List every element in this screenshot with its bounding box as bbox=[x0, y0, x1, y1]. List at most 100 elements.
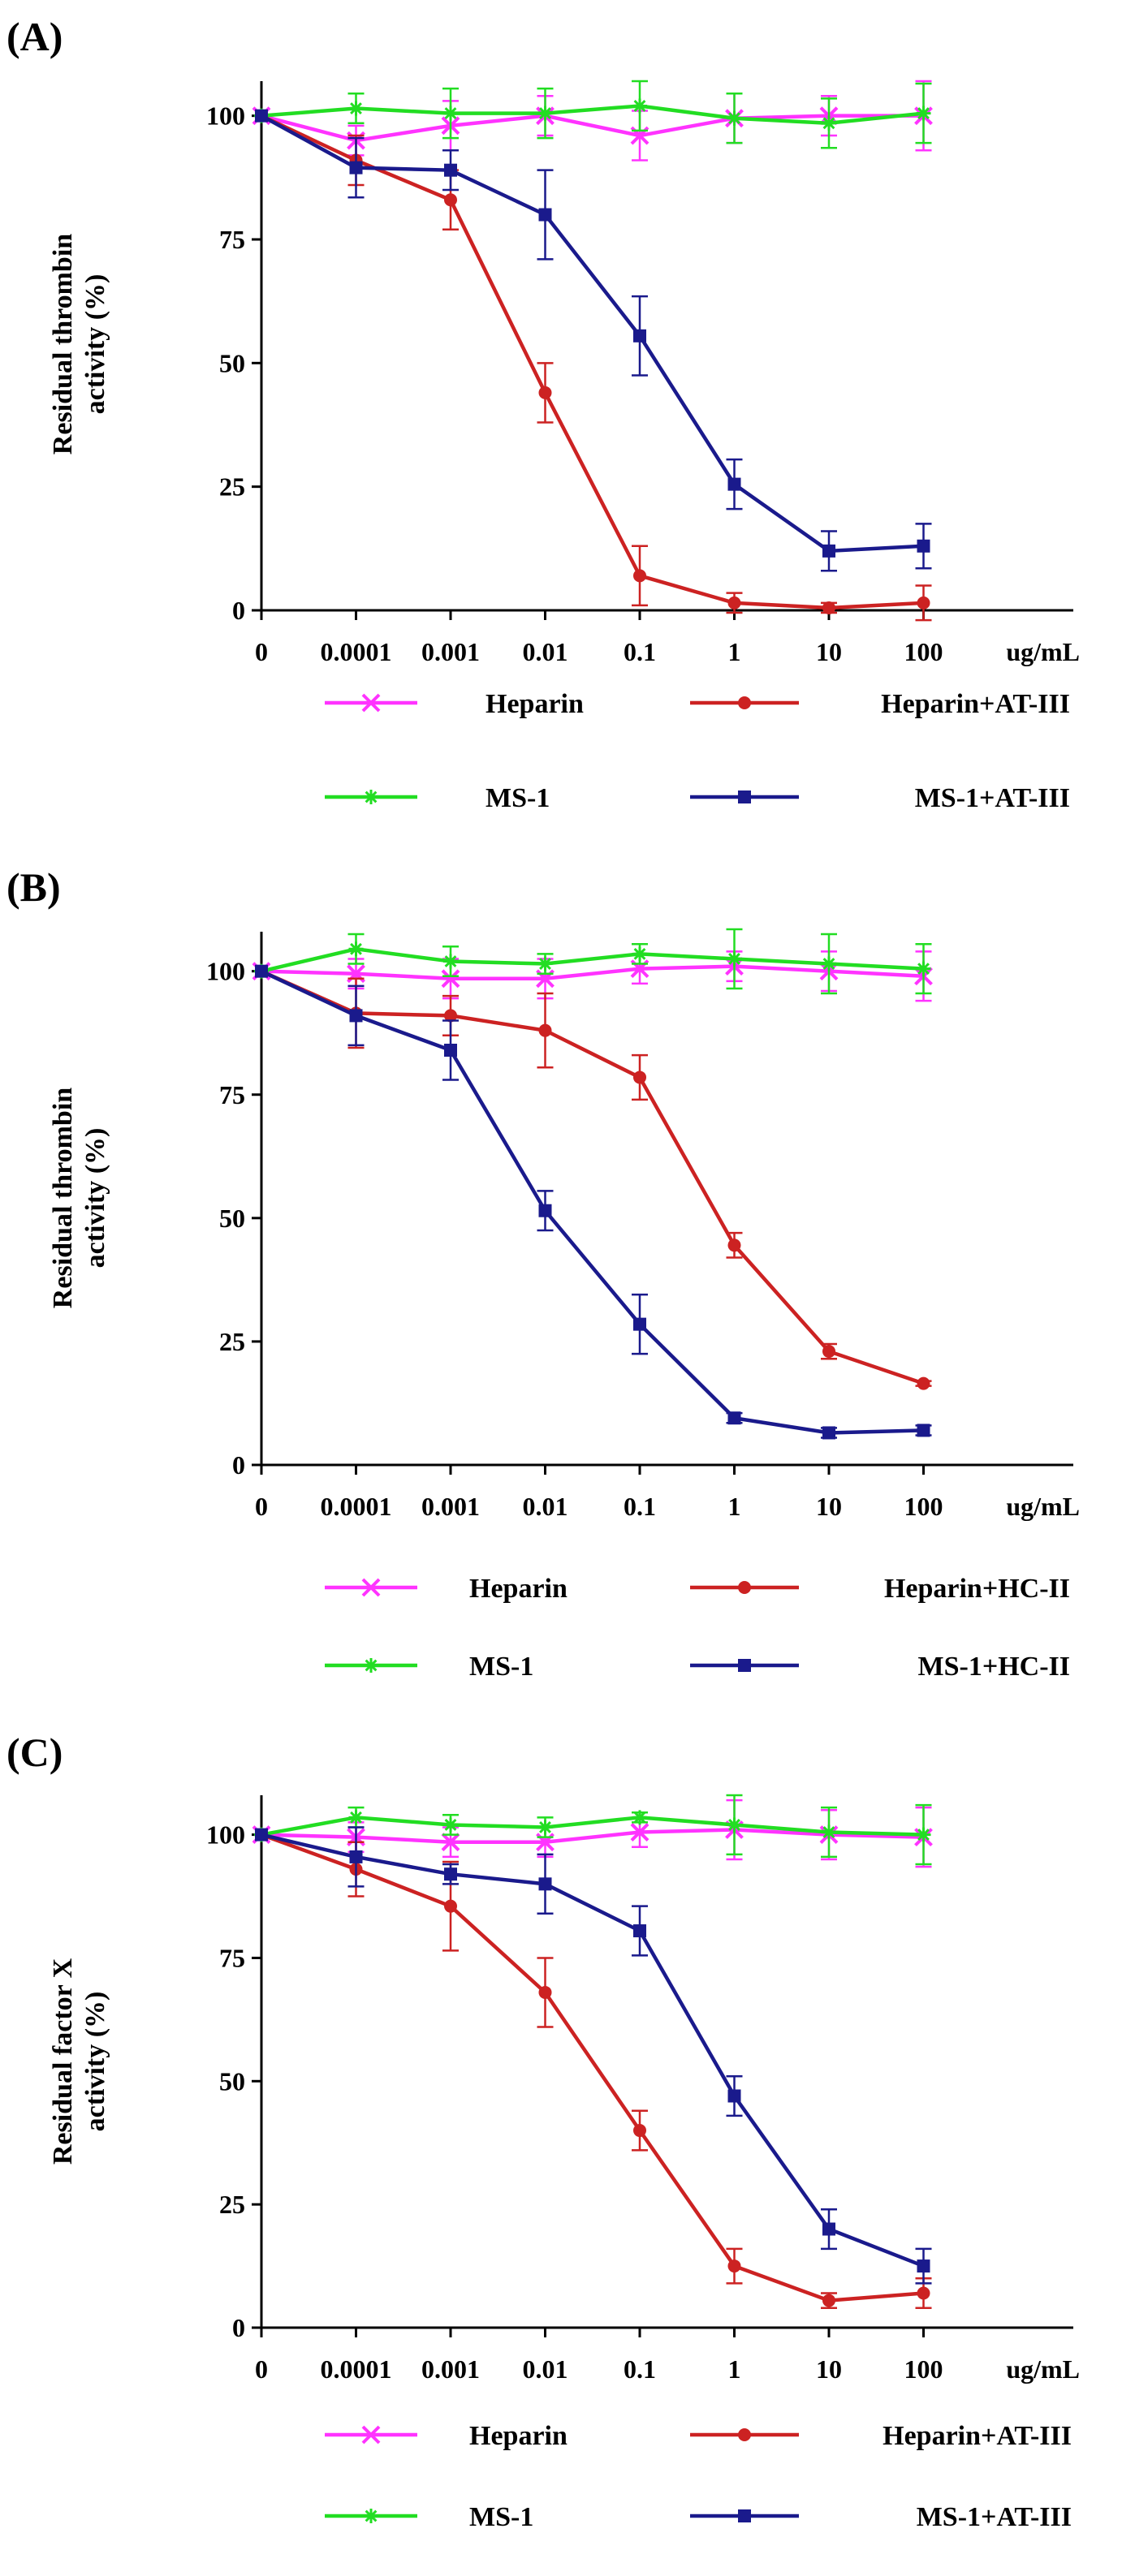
data-point bbox=[348, 1810, 364, 1825]
x-tick-label: 100 bbox=[904, 637, 943, 666]
y-tick-label: 0 bbox=[232, 1450, 245, 1480]
data-point bbox=[443, 954, 458, 969]
data-point bbox=[348, 941, 364, 957]
chart-title: (C) bbox=[6, 1730, 63, 1775]
x-tick-label: 10 bbox=[816, 1492, 842, 1521]
data-point bbox=[917, 596, 930, 610]
x-tick-label: 0.01 bbox=[523, 1492, 568, 1521]
legend-marker bbox=[738, 1581, 751, 1594]
legend-label: MS-1+AT-III bbox=[917, 2502, 1072, 2532]
y-axis-label: activity (%) bbox=[80, 1992, 110, 2132]
data-point bbox=[538, 1204, 552, 1217]
x-tick-label: 0.0001 bbox=[321, 2354, 392, 2384]
legend: Heparin Heparin+AT-III MS-1 MS-1+AT-III bbox=[325, 689, 1070, 813]
x-tick-label: 0.001 bbox=[421, 637, 480, 666]
series-line bbox=[261, 1816, 924, 1837]
data-point bbox=[917, 2259, 930, 2273]
legend: Heparin Heparin+AT-III MS-1 MS-1+AT-III bbox=[325, 2421, 1072, 2532]
data-point bbox=[444, 1899, 457, 1913]
y-tick-label: 50 bbox=[219, 1204, 245, 1233]
legend-label: Heparin bbox=[469, 2421, 568, 2451]
y-tick-label: 25 bbox=[219, 472, 245, 502]
x-tick-label: 1 bbox=[728, 1492, 741, 1521]
data-point bbox=[444, 163, 457, 177]
y-tick-label: 0 bbox=[232, 2313, 245, 2342]
data-point bbox=[727, 1238, 741, 1252]
data-point bbox=[348, 101, 364, 116]
data-point bbox=[537, 956, 553, 971]
data-point bbox=[443, 1817, 458, 1833]
legend-marker bbox=[364, 2509, 378, 2523]
x-tick-label: 0.0001 bbox=[321, 637, 392, 666]
data-point bbox=[727, 1817, 742, 1833]
y-tick-label: 0 bbox=[232, 596, 245, 625]
data-point bbox=[630, 1823, 649, 1842]
y-tick-label: 100 bbox=[206, 957, 245, 986]
data-point bbox=[822, 1426, 835, 1440]
data-point bbox=[917, 1376, 930, 1390]
data-point bbox=[538, 1023, 552, 1037]
series-line bbox=[261, 964, 924, 981]
data-point bbox=[822, 2294, 835, 2307]
data-point bbox=[822, 544, 835, 558]
x-axis-unit-label: ug/mL bbox=[1006, 1492, 1080, 1521]
series-line bbox=[261, 104, 924, 126]
data-point bbox=[727, 2259, 741, 2273]
legend-label: MS-1+AT-III bbox=[915, 783, 1070, 813]
legend-label: MS-1 bbox=[469, 1652, 533, 1682]
legend-label: Heparin+AT-III bbox=[881, 689, 1070, 719]
legend-marker bbox=[364, 1658, 378, 1673]
x-tick-label: 1 bbox=[728, 2354, 741, 2384]
x-axis-unit-label: ug/mL bbox=[1006, 2354, 1080, 2384]
data-point bbox=[822, 601, 835, 614]
x-tick-label: 100 bbox=[904, 2354, 943, 2384]
series-heparin-at-iii bbox=[255, 1828, 932, 2309]
legend-label: MS-1 bbox=[469, 2502, 533, 2532]
x-tick-label: 10 bbox=[816, 637, 842, 666]
y-tick-label: 100 bbox=[206, 1820, 245, 1850]
series-line bbox=[261, 969, 924, 1435]
data-point bbox=[255, 1828, 268, 1842]
data-point bbox=[444, 1044, 457, 1057]
legend-label: Heparin bbox=[469, 1574, 568, 1604]
series-ms-1-at-iii bbox=[255, 109, 932, 572]
legend-marker bbox=[738, 790, 751, 803]
data-point bbox=[255, 109, 268, 123]
data-point bbox=[822, 1345, 835, 1359]
data-point bbox=[632, 98, 647, 114]
chart-title: (A) bbox=[6, 14, 63, 59]
x-tick-label: 0.0001 bbox=[321, 1492, 392, 1521]
data-point bbox=[633, 329, 646, 342]
data-point bbox=[916, 106, 931, 121]
data-point bbox=[633, 1070, 646, 1084]
x-tick-label: 0.01 bbox=[523, 637, 568, 666]
chart-title: (B) bbox=[6, 864, 61, 910]
data-point bbox=[727, 477, 741, 491]
series-ms-1 bbox=[254, 80, 932, 149]
legend-marker bbox=[738, 1659, 751, 1672]
data-point bbox=[538, 1985, 552, 1999]
y-tick-label: 75 bbox=[219, 1943, 245, 1972]
legend-label: Heparin+AT-III bbox=[883, 2421, 1072, 2451]
data-point bbox=[444, 1009, 457, 1023]
chart-panel-1: (A) 0 25 50 75 100 0 0.0001 0.001 0.01 0.1 1 10 100 ug… bbox=[6, 14, 1080, 813]
x-tick-label: 0.1 bbox=[624, 2354, 656, 2384]
legend-marker bbox=[361, 693, 381, 713]
x-tick-label: 0 bbox=[255, 1492, 268, 1521]
data-point bbox=[916, 961, 931, 976]
y-tick-label: 50 bbox=[219, 348, 245, 377]
legend-label: MS-1+HC-II bbox=[918, 1652, 1070, 1682]
x-tick-label: 10 bbox=[816, 2354, 842, 2384]
data-point bbox=[916, 1827, 931, 1842]
data-point bbox=[727, 1411, 741, 1425]
legend-label: Heparin bbox=[486, 689, 584, 719]
data-point bbox=[349, 1850, 363, 1863]
data-point bbox=[822, 115, 836, 131]
data-point bbox=[632, 946, 647, 962]
series-line bbox=[261, 1833, 924, 2302]
data-point bbox=[537, 1820, 553, 1835]
data-point bbox=[727, 2089, 741, 2103]
series-line bbox=[261, 1828, 924, 1844]
data-point bbox=[441, 1833, 460, 1852]
